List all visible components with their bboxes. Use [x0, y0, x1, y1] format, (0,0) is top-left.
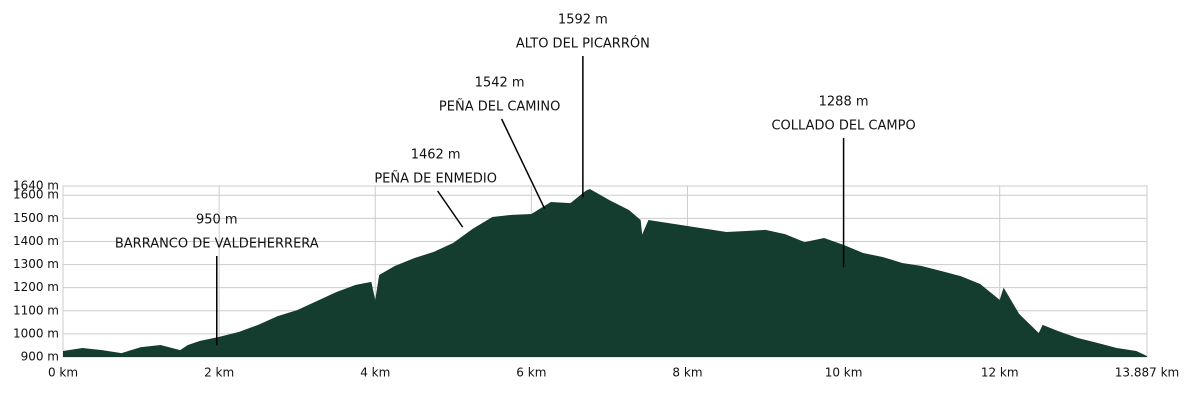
annotation-name: ALTO DEL PICARRÓN — [516, 36, 650, 52]
y-tick-label: 1200 m — [13, 280, 59, 294]
x-tick-label: 13.887 km — [1115, 366, 1179, 380]
y-tick-label: 1300 m — [13, 257, 59, 271]
annotation-name: PEÑA DE ENMEDIO — [374, 171, 497, 187]
annotation: 1592 m ALTO DEL PICARRÓN — [516, 13, 650, 198]
annotation-value: 1288 m — [819, 95, 869, 110]
annotation-value: 950 m — [196, 213, 238, 228]
x-tick-label: 6 km — [516, 366, 546, 380]
annotation-line — [437, 190, 464, 228]
x-tick-label: 12 km — [981, 366, 1019, 380]
x-tick-label: 8 km — [672, 366, 702, 380]
y-tick-label: 1500 m — [13, 211, 59, 225]
y-tick-label: 1400 m — [13, 234, 59, 248]
annotation-value: 1542 m — [475, 76, 525, 91]
annotation: 1462 m PEÑA DE ENMEDIO — [374, 148, 497, 228]
annotation: 950 m BARRANCO DE VALDEHERRERA — [115, 213, 319, 346]
annotation: 1288 m COLLADO DEL CAMPO — [771, 95, 916, 268]
x-tick-label: 10 km — [825, 366, 863, 380]
y-tick-label: 1640 m — [13, 179, 59, 193]
annotation-line — [500, 118, 546, 209]
y-tick-label: 900 m — [21, 350, 59, 364]
y-tick-label: 1000 m — [13, 326, 59, 340]
y-tick-label: 1600 m — [13, 188, 59, 202]
annotation-name: PEÑA DEL CAMINO — [439, 99, 560, 115]
x-tick-label: 0 km — [48, 366, 78, 380]
elevation-area — [63, 189, 1147, 357]
y-tick-label: 1100 m — [13, 303, 59, 317]
annotation: 1542 m PEÑA DEL CAMINO — [439, 76, 560, 209]
annotation-name: BARRANCO DE VALDEHERRERA — [115, 237, 319, 252]
annotation-name: COLLADO DEL CAMPO — [771, 119, 915, 134]
x-tick-label: 2 km — [204, 366, 234, 380]
x-tick-label: 4 km — [360, 366, 390, 380]
annotation-value: 1462 m — [411, 148, 461, 163]
annotation-value: 1592 m — [558, 13, 608, 28]
